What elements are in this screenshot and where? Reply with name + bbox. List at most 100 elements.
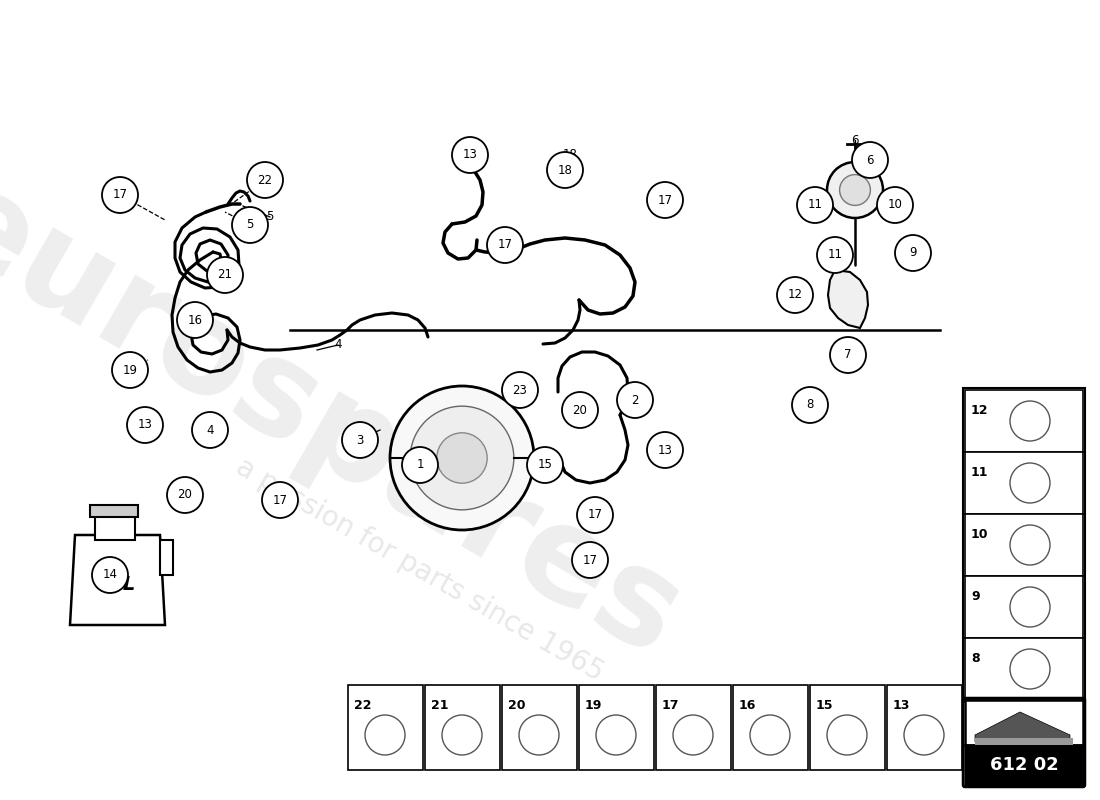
Text: 11: 11	[807, 198, 823, 211]
Text: 13: 13	[658, 443, 672, 457]
Text: 17: 17	[273, 494, 287, 506]
Text: 13: 13	[138, 418, 153, 431]
Bar	[425, 685, 500, 770]
Circle shape	[827, 715, 867, 755]
Text: 11: 11	[971, 466, 989, 479]
Text: 20: 20	[573, 403, 587, 417]
Circle shape	[442, 715, 482, 755]
Circle shape	[578, 497, 613, 533]
Circle shape	[830, 337, 866, 373]
Text: 10: 10	[888, 198, 902, 211]
Bar	[90, 505, 138, 517]
Circle shape	[192, 412, 228, 448]
Circle shape	[1010, 587, 1050, 627]
Text: 5: 5	[246, 218, 254, 231]
Circle shape	[437, 433, 487, 483]
Polygon shape	[70, 535, 165, 625]
Text: 17: 17	[658, 194, 672, 206]
Circle shape	[402, 447, 438, 483]
Bar	[962, 388, 1085, 702]
Text: 9: 9	[910, 246, 916, 259]
Circle shape	[1010, 463, 1050, 503]
Circle shape	[248, 162, 283, 198]
Text: 19: 19	[585, 699, 603, 712]
Circle shape	[410, 406, 514, 510]
Circle shape	[502, 372, 538, 408]
Text: 17: 17	[497, 238, 513, 251]
Text: 5: 5	[266, 210, 274, 223]
Circle shape	[342, 422, 378, 458]
Bar	[887, 685, 962, 770]
Circle shape	[92, 557, 128, 593]
Text: a passion for parts since 1965: a passion for parts since 1965	[231, 453, 608, 687]
Circle shape	[617, 382, 653, 418]
Text: 22: 22	[257, 174, 273, 186]
Text: 3: 3	[356, 434, 364, 446]
Text: 1: 1	[421, 455, 429, 469]
Text: 16: 16	[739, 699, 757, 712]
Circle shape	[365, 715, 405, 755]
Circle shape	[817, 237, 852, 273]
Text: OIL: OIL	[99, 575, 135, 594]
Bar	[733, 685, 808, 770]
Circle shape	[1010, 401, 1050, 441]
Text: 21: 21	[218, 269, 232, 282]
Text: 17: 17	[112, 189, 128, 202]
Text: 17: 17	[587, 509, 603, 522]
Text: 15: 15	[816, 699, 834, 712]
Text: 12: 12	[971, 404, 989, 417]
Circle shape	[126, 407, 163, 443]
Circle shape	[852, 142, 888, 178]
Circle shape	[750, 715, 790, 755]
Circle shape	[904, 715, 944, 755]
Text: 23: 23	[516, 381, 530, 394]
Bar	[965, 390, 1084, 452]
Bar	[656, 685, 732, 770]
Circle shape	[895, 235, 931, 271]
Circle shape	[673, 715, 713, 755]
Circle shape	[777, 277, 813, 313]
Circle shape	[798, 187, 833, 223]
Text: 7: 7	[845, 349, 851, 362]
Circle shape	[647, 432, 683, 468]
Circle shape	[1010, 649, 1050, 689]
Text: 9: 9	[971, 590, 980, 603]
Circle shape	[647, 182, 683, 218]
Circle shape	[452, 137, 488, 173]
Text: 16: 16	[187, 314, 202, 326]
Text: 12: 12	[788, 289, 803, 302]
Text: 15: 15	[538, 458, 552, 471]
Circle shape	[839, 174, 870, 206]
Bar	[965, 452, 1084, 514]
Circle shape	[562, 392, 598, 428]
Text: 6: 6	[867, 154, 873, 166]
Circle shape	[519, 715, 559, 755]
Text: 8: 8	[808, 395, 816, 409]
Circle shape	[167, 477, 204, 513]
Circle shape	[572, 542, 608, 578]
Text: 2: 2	[631, 394, 639, 406]
Text: eurospares: eurospares	[0, 156, 703, 684]
Circle shape	[527, 447, 563, 483]
Text: 3: 3	[360, 431, 366, 445]
Text: 22: 22	[354, 699, 372, 712]
Polygon shape	[975, 712, 1070, 742]
Circle shape	[596, 715, 636, 755]
Text: 7: 7	[849, 346, 857, 358]
Circle shape	[112, 352, 148, 388]
Text: 19: 19	[122, 363, 138, 377]
Bar	[965, 745, 1084, 785]
Circle shape	[1010, 525, 1050, 565]
Circle shape	[877, 187, 913, 223]
Circle shape	[547, 152, 583, 188]
Text: 21: 21	[431, 699, 449, 712]
Text: 17: 17	[583, 554, 597, 566]
Text: 13: 13	[463, 149, 477, 162]
Text: 20: 20	[508, 699, 526, 712]
Circle shape	[262, 482, 298, 518]
Text: 11: 11	[827, 249, 843, 262]
Bar	[579, 685, 654, 770]
Circle shape	[177, 302, 213, 338]
Circle shape	[232, 207, 268, 243]
Bar	[348, 685, 424, 770]
